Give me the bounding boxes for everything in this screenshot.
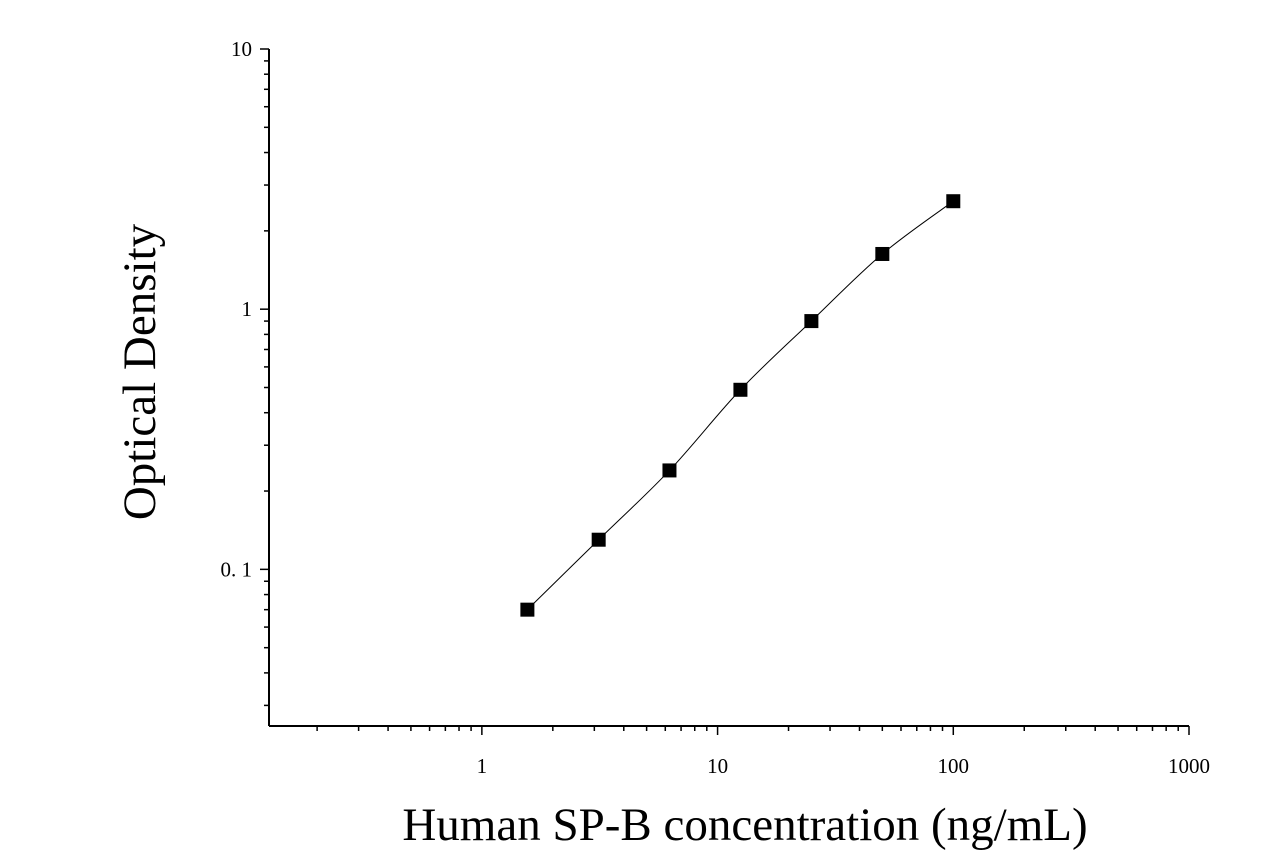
- y-tick-label: 10: [231, 37, 252, 61]
- x-tick-label: 100: [938, 754, 970, 778]
- y-tick-label: 1: [242, 297, 253, 321]
- x-tick-label: 10: [707, 754, 728, 778]
- tick-labels: 1 10 100 1000 0. 1 1 10: [221, 37, 1211, 778]
- data-point: [875, 246, 890, 261]
- tick-marks: [260, 48, 1190, 735]
- fit-curve: [527, 200, 954, 611]
- data-point: [946, 194, 961, 209]
- data-points: [520, 194, 961, 617]
- data-point: [733, 382, 748, 397]
- x-tick-label: 1: [477, 754, 488, 778]
- x-tick-label: 1000: [1168, 754, 1210, 778]
- data-point: [804, 314, 819, 329]
- data-point: [662, 463, 677, 478]
- data-point: [520, 602, 535, 617]
- y-axis-title: Optical Density: [114, 223, 166, 520]
- x-axis-title: Human SP-B concentration (ng/mL): [402, 799, 1087, 851]
- data-point: [591, 532, 606, 547]
- y-tick-label: 0. 1: [221, 557, 253, 581]
- axes: [268, 49, 1189, 727]
